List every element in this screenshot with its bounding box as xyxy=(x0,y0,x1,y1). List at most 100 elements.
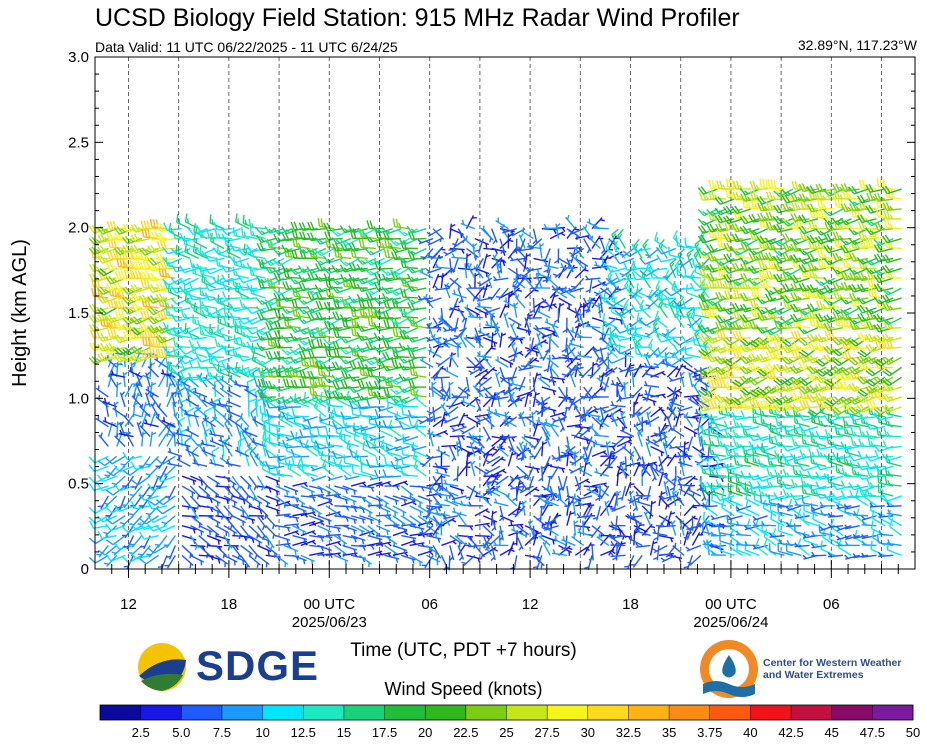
wind-barb xyxy=(223,317,241,329)
wind-barb xyxy=(96,545,109,558)
wind-barb xyxy=(450,494,467,501)
wind-barb xyxy=(246,341,266,351)
wind-barb xyxy=(139,531,159,540)
wind-barb xyxy=(203,374,216,388)
wind-barb xyxy=(492,395,509,401)
wind-barb xyxy=(292,554,307,565)
wind-barb xyxy=(649,540,658,556)
wind-barb xyxy=(257,544,272,556)
wind-barb xyxy=(359,485,375,492)
wind-barb xyxy=(467,263,476,279)
wind-barb xyxy=(610,400,626,408)
wind-barb xyxy=(223,505,235,520)
wind-barb xyxy=(530,297,536,314)
x-tick-label: 06 xyxy=(823,596,840,613)
wind-barb xyxy=(264,394,285,403)
wind-barb xyxy=(248,515,265,521)
x-tick-label: 18 xyxy=(622,596,639,613)
wind-barb xyxy=(265,505,281,515)
wind-barb xyxy=(131,393,143,408)
wind-barb xyxy=(584,555,593,571)
wind-barb xyxy=(95,385,109,398)
wind-barb xyxy=(794,513,810,519)
wind-barb xyxy=(281,264,302,273)
wind-barb xyxy=(122,475,135,489)
wind-barb xyxy=(357,401,377,410)
wind-barb xyxy=(815,183,835,193)
wind-barb xyxy=(602,313,618,329)
wind-barb xyxy=(435,356,451,367)
wind-barb xyxy=(300,529,317,537)
wind-barb xyxy=(97,455,118,467)
wind-barb xyxy=(139,515,159,525)
wind-barb xyxy=(622,443,635,457)
wind-barb xyxy=(165,306,183,319)
wind-barb xyxy=(617,228,627,249)
wind-barb xyxy=(658,238,668,259)
wind-barb xyxy=(624,555,635,570)
wind-barb xyxy=(458,524,474,531)
wind-barb xyxy=(256,342,276,352)
wind-barb xyxy=(281,346,302,356)
wind-barb xyxy=(649,500,657,516)
wind-barb xyxy=(206,367,224,378)
wind-barb xyxy=(103,495,118,507)
wind-barb xyxy=(485,455,501,465)
wind-barb xyxy=(468,432,484,438)
wind-barb xyxy=(537,375,551,388)
wind-barb xyxy=(342,485,358,495)
wind-barb xyxy=(808,220,827,230)
wind-barb xyxy=(106,261,126,271)
wind-barb xyxy=(190,525,205,536)
wind-barb xyxy=(192,264,208,279)
wind-barb xyxy=(88,464,109,473)
colorbar-tick-label: 27.5 xyxy=(534,725,559,740)
wind-barb xyxy=(130,223,151,233)
wind-barb xyxy=(583,485,599,492)
wind-barb xyxy=(398,327,419,335)
wind-barb xyxy=(240,505,250,521)
wind-barb xyxy=(407,301,427,311)
wind-barb xyxy=(359,544,375,550)
wind-barb xyxy=(243,427,258,438)
wind-barb xyxy=(476,302,492,309)
wind-barb xyxy=(130,233,151,243)
wind-barb xyxy=(817,248,835,260)
wind-barb xyxy=(368,435,385,442)
wind-barb xyxy=(162,257,183,265)
wind-barb xyxy=(122,465,143,476)
wind-barb xyxy=(192,387,208,398)
wind-barb xyxy=(223,554,238,566)
wind-barb xyxy=(97,307,118,316)
wind-barb xyxy=(653,356,668,368)
wind-barb xyxy=(88,515,109,524)
wind-barb xyxy=(155,413,168,428)
wind-barb xyxy=(238,412,250,428)
wind-barb xyxy=(245,306,266,315)
wind-barb xyxy=(501,374,517,380)
wind-barb xyxy=(201,396,216,408)
wind-barb xyxy=(417,550,434,557)
wind-barb xyxy=(265,485,280,496)
wind-barb xyxy=(588,545,594,561)
wind-barb xyxy=(105,553,126,562)
wind-barb xyxy=(292,481,308,488)
x-tick-date-label: 2025/06/24 xyxy=(693,614,768,631)
wind-barb xyxy=(844,524,860,530)
wind-barb xyxy=(307,419,326,429)
wind-barb xyxy=(821,528,836,547)
wind-barb xyxy=(564,485,570,502)
wind-barb xyxy=(697,234,718,244)
x-tick-label: 18 xyxy=(221,596,238,613)
wind-barb xyxy=(147,495,168,506)
wind-barb xyxy=(98,432,109,447)
wind-barb xyxy=(652,528,668,537)
wind-barb xyxy=(249,266,266,279)
wind-barb xyxy=(276,425,293,438)
wind-barb xyxy=(453,466,459,482)
wind-barb xyxy=(198,475,210,490)
wind-barb xyxy=(382,351,402,361)
wind-barb xyxy=(97,233,117,243)
colorbar-cell xyxy=(791,705,832,720)
wind-barb xyxy=(756,480,777,490)
